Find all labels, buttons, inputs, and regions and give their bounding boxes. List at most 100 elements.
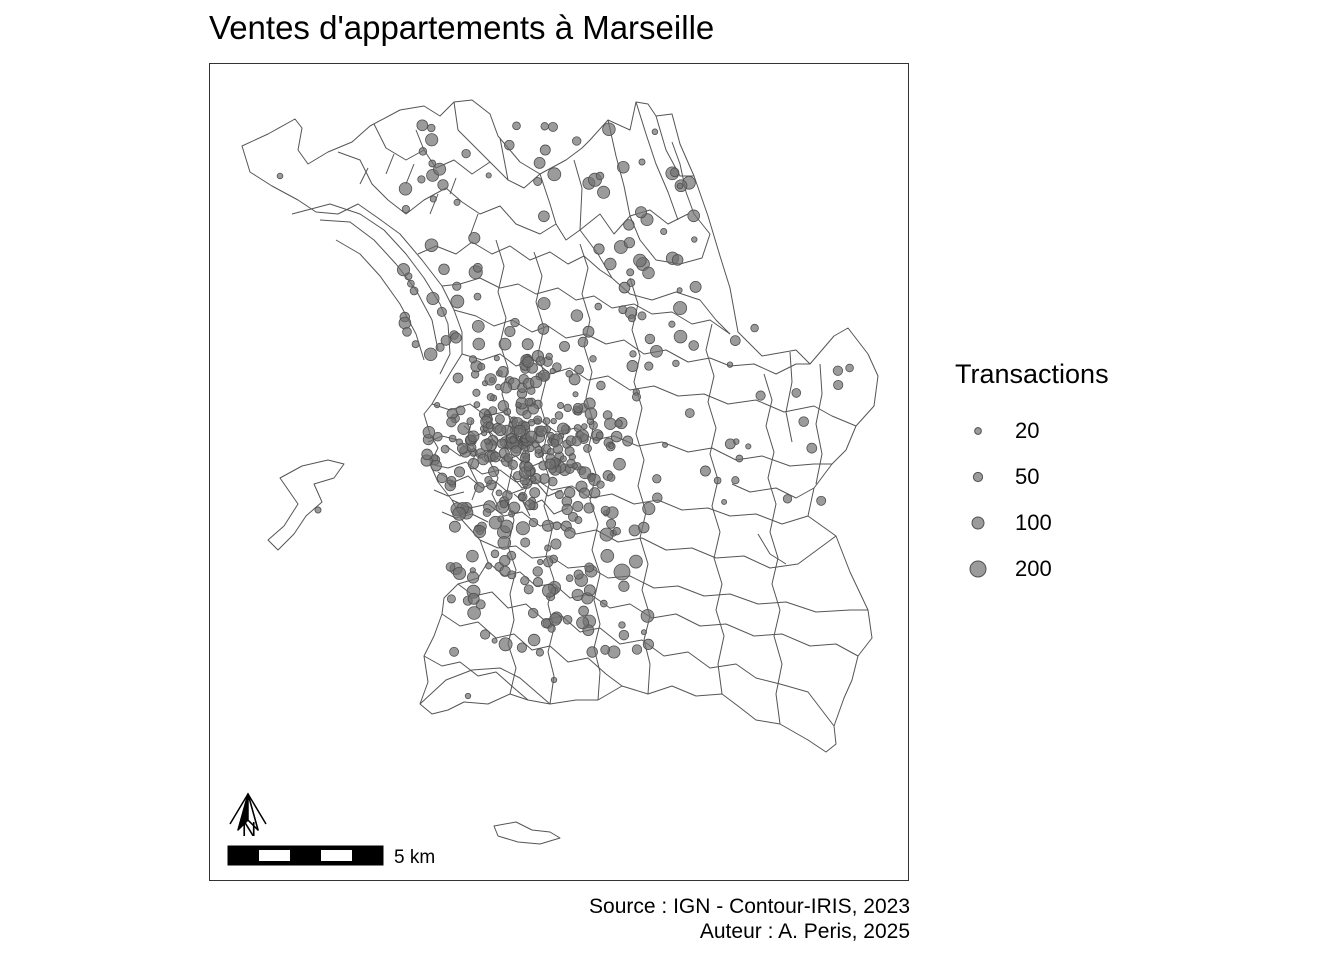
legend-symbol <box>969 560 987 578</box>
transaction-symbol <box>495 489 503 497</box>
transaction-symbol <box>652 492 663 503</box>
transaction-symbol <box>467 458 480 470</box>
transaction-symbol <box>477 453 490 466</box>
transaction-symbol <box>519 452 531 463</box>
transaction-symbol <box>450 294 465 309</box>
transaction-symbol <box>568 373 581 386</box>
transaction-symbol <box>437 179 449 191</box>
transaction-symbol <box>670 167 680 178</box>
transaction-symbol <box>557 401 565 410</box>
transaction-symbol <box>527 607 539 619</box>
transaction-symbol <box>589 487 601 499</box>
transaction-symbol <box>485 562 493 570</box>
transaction-symbol <box>493 355 500 362</box>
transaction-symbol <box>578 605 589 617</box>
transaction-symbol <box>713 476 722 485</box>
transaction-symbol <box>550 417 557 425</box>
transaction-symbol <box>651 128 659 136</box>
transaction-symbol <box>484 373 497 386</box>
transaction-symbol <box>494 414 505 425</box>
transaction-symbol <box>640 609 655 623</box>
transaction-symbol <box>576 616 590 630</box>
transaction-symbol <box>535 425 547 437</box>
transaction-symbol <box>538 210 550 223</box>
transaction-symbol <box>595 171 605 181</box>
transaction-symbol <box>409 286 419 296</box>
transaction-symbol <box>430 460 442 472</box>
transaction-symbol <box>507 570 517 580</box>
transaction-symbol <box>561 503 573 516</box>
transaction-symbol <box>540 122 549 131</box>
transaction-symbol <box>572 402 584 414</box>
legend-item: 50 <box>955 454 1175 500</box>
transaction-symbol <box>595 431 604 440</box>
transaction-symbol <box>449 646 460 657</box>
island-frioul <box>267 459 345 551</box>
transaction-symbol <box>522 356 534 368</box>
transaction-symbol <box>545 352 553 361</box>
transaction-symbol <box>532 566 543 577</box>
transaction-symbol <box>574 364 584 375</box>
transaction-symbol <box>434 401 441 409</box>
transaction-symbol <box>562 615 573 625</box>
transaction-symbol <box>557 422 570 435</box>
transaction-symbol <box>520 537 531 548</box>
transaction-symbol <box>782 494 793 504</box>
transaction-symbol <box>482 508 492 517</box>
transaction-symbol <box>500 381 513 394</box>
transaction-symbol <box>450 332 462 344</box>
transaction-symbol <box>435 342 445 352</box>
transaction-symbol <box>453 198 461 206</box>
transaction-symbol <box>473 401 481 408</box>
transaction-symbol <box>623 237 635 249</box>
transaction-symbol <box>816 495 827 506</box>
transaction-symbol <box>472 388 481 397</box>
transaction-symbol <box>418 147 428 156</box>
transaction-symbol <box>497 400 510 412</box>
transaction-symbol <box>798 416 809 427</box>
transaction-symbol <box>422 426 436 439</box>
transaction-symbol <box>640 629 647 636</box>
transaction-symbol <box>539 144 551 156</box>
transaction-symbol <box>461 148 471 159</box>
north-arrow: N <box>229 792 267 841</box>
transaction-symbol <box>542 583 556 598</box>
transaction-symbol <box>537 323 550 335</box>
transaction-symbol <box>629 350 637 358</box>
transaction-symbol <box>528 517 539 528</box>
transaction-symbol <box>503 453 513 463</box>
transaction-symbol <box>549 613 562 626</box>
map-canvas: N 5 km <box>227 99 879 868</box>
transaction-symbol <box>529 375 543 389</box>
transaction-symbol <box>699 465 711 477</box>
transaction-symbol <box>676 182 684 190</box>
transaction-symbol <box>644 361 654 371</box>
transaction-symbol <box>832 365 844 376</box>
transaction-symbol <box>486 393 495 402</box>
transaction-symbol <box>596 380 606 391</box>
transaction-symbol <box>584 562 595 573</box>
scale-bar-label: 5 km <box>394 847 435 868</box>
transaction-symbol <box>490 451 501 463</box>
transaction-symbol <box>676 287 683 294</box>
transaction-symbol <box>729 335 741 346</box>
transaction-symbol <box>721 498 728 505</box>
caption-source: Source : IGN - Contour-IRIS, 2023 <box>589 895 910 918</box>
transaction-symbol <box>600 505 611 516</box>
transaction-symbol <box>421 448 433 461</box>
transaction-symbol <box>440 335 452 346</box>
transaction-symbol <box>515 521 530 536</box>
transaction-symbol <box>606 473 616 482</box>
transaction-symbol <box>499 554 511 567</box>
transaction-symbol <box>634 206 648 219</box>
transaction-symbol <box>563 403 572 413</box>
transaction-symbol <box>671 254 684 266</box>
transaction-symbol <box>833 379 844 391</box>
north-arrow-label: N <box>242 819 256 841</box>
transaction-symbol <box>452 372 464 384</box>
transaction-symbol <box>473 525 487 538</box>
transaction-symbol <box>626 360 639 372</box>
transaction-symbol <box>541 519 554 532</box>
transaction-symbol <box>584 407 598 420</box>
transaction-symbol <box>618 580 630 592</box>
